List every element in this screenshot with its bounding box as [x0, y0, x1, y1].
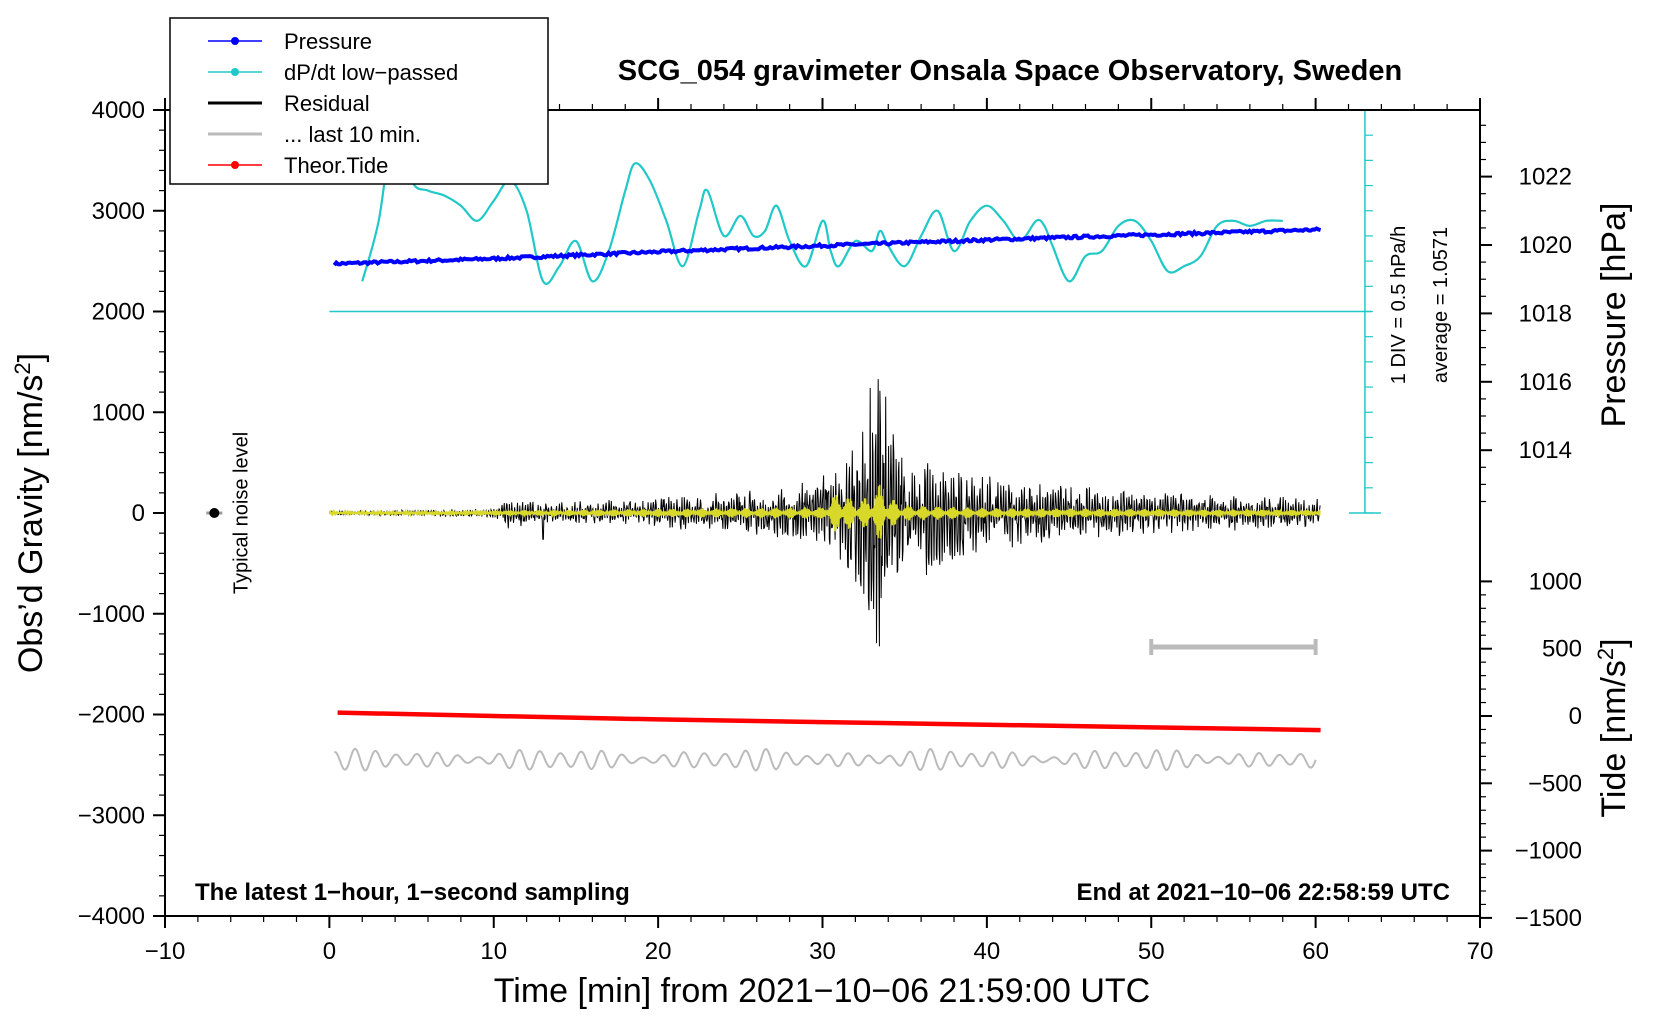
- y-tick-label: −4000: [78, 903, 145, 930]
- x-tick-label: 50: [1138, 938, 1165, 965]
- x-tick-label: 70: [1467, 938, 1494, 965]
- dpdt-scale-average-label: average = 1.0571: [1430, 227, 1452, 383]
- x-tick-label: 30: [809, 938, 836, 965]
- legend-box: [169, 17, 549, 185]
- y-tick-label: −1000: [78, 601, 145, 628]
- y-tick-label: 0: [132, 500, 145, 527]
- y-axis-title-close: ]: [12, 353, 50, 362]
- y-tick-label: 4000: [92, 97, 145, 124]
- sampling-note: The latest 1−hour, 1−second sampling: [195, 879, 630, 906]
- x-tick-label: 0: [323, 938, 336, 965]
- tide-tick-label: 0: [1569, 703, 1582, 730]
- y-axis-title: Obs’d Gravity [nm/s2]: [10, 353, 50, 673]
- legend-swatch-marker: [231, 68, 239, 76]
- pressure-series-line: [332, 226, 1322, 267]
- y-axis-title-sup: 2: [10, 362, 35, 374]
- chart-title: SCG_054 gravimeter Onsala Space Observat…: [618, 55, 1402, 87]
- last-10-min-series-line: [334, 747, 1317, 772]
- annotations-layer: The latest 1−hour, 1−second sampling End …: [195, 879, 1450, 906]
- noise-level-label: Typical noise level: [230, 432, 252, 594]
- pressure-tick-label: 1016: [1519, 369, 1572, 396]
- pressure-tick-label: 1020: [1519, 232, 1572, 259]
- dpdt-scale-div-label: 1 DIV = 0.5 hPa/h: [1388, 226, 1410, 384]
- x-tick-label: 40: [974, 938, 1001, 965]
- plot-layer: 1 DIV = 0.5 hPa/h average = 1.0571 Typical…: [206, 109, 1452, 772]
- pressure-tick-label: 1014: [1519, 437, 1572, 464]
- legend: Pressure dP/dt low−passed Residual ... last…: [169, 17, 549, 185]
- tide-axis-title-close: ]: [1595, 638, 1633, 647]
- y-tick-label: −2000: [78, 702, 145, 729]
- y-axis-title-main: Obs’d Gravity [nm/s: [12, 375, 50, 674]
- legend-entry-label: ... last 10 min.: [284, 122, 421, 147]
- x-tick-label: 60: [1302, 938, 1329, 965]
- legend-swatch-marker: [231, 37, 239, 45]
- y-tick-label: −3000: [78, 802, 145, 829]
- x-tick-label: 10: [480, 938, 507, 965]
- residual-lowpass-series-line: [328, 484, 1321, 539]
- tide-axis-title: Tide [nm/s2]: [1593, 638, 1633, 817]
- tide-tick-label: 500: [1542, 636, 1582, 663]
- tide-tick-label: −500: [1528, 770, 1582, 797]
- y-tick-label: 3000: [92, 198, 145, 225]
- tide-series-line: [337, 710, 1321, 733]
- pressure-tick-label: 1018: [1519, 300, 1572, 327]
- pressure-axis-title: Pressure [hPa]: [1595, 203, 1633, 428]
- legend-entry-label: Residual: [284, 91, 370, 116]
- legend-entry-label: Pressure: [284, 29, 372, 54]
- legend-swatch-marker: [231, 161, 239, 169]
- end-time-note: End at 2021−10−06 22:58:59 UTC: [1076, 879, 1450, 906]
- legend-entry-label: dP/dt low−passed: [284, 60, 458, 85]
- x-axis-title: Time [min] from 2021−10−06 21:59:00 UTC: [494, 972, 1150, 1010]
- dpdt-series-line: [361, 118, 1283, 285]
- noise-level-marker: [209, 508, 220, 518]
- tide-axis-title-main: Tide [nm/s: [1595, 660, 1633, 817]
- legend-entry-label: Theor.Tide: [284, 153, 388, 178]
- tide-tick-label: 1000: [1529, 568, 1582, 595]
- pressure-tick-label: 1022: [1519, 164, 1572, 191]
- x-tick-label: 20: [645, 938, 672, 965]
- x-tick-label: −10: [145, 938, 186, 965]
- y-tick-label: 2000: [92, 299, 145, 326]
- tide-tick-label: −1000: [1515, 838, 1582, 865]
- tide-axis-title-sup: 2: [1593, 648, 1618, 660]
- y-tick-label: 1000: [92, 399, 145, 426]
- axes-layer: −10 0 10 20 30 40 50 60 7040003000200010000−1000…: [10, 97, 1633, 1010]
- tide-tick-label: −1500: [1515, 905, 1582, 932]
